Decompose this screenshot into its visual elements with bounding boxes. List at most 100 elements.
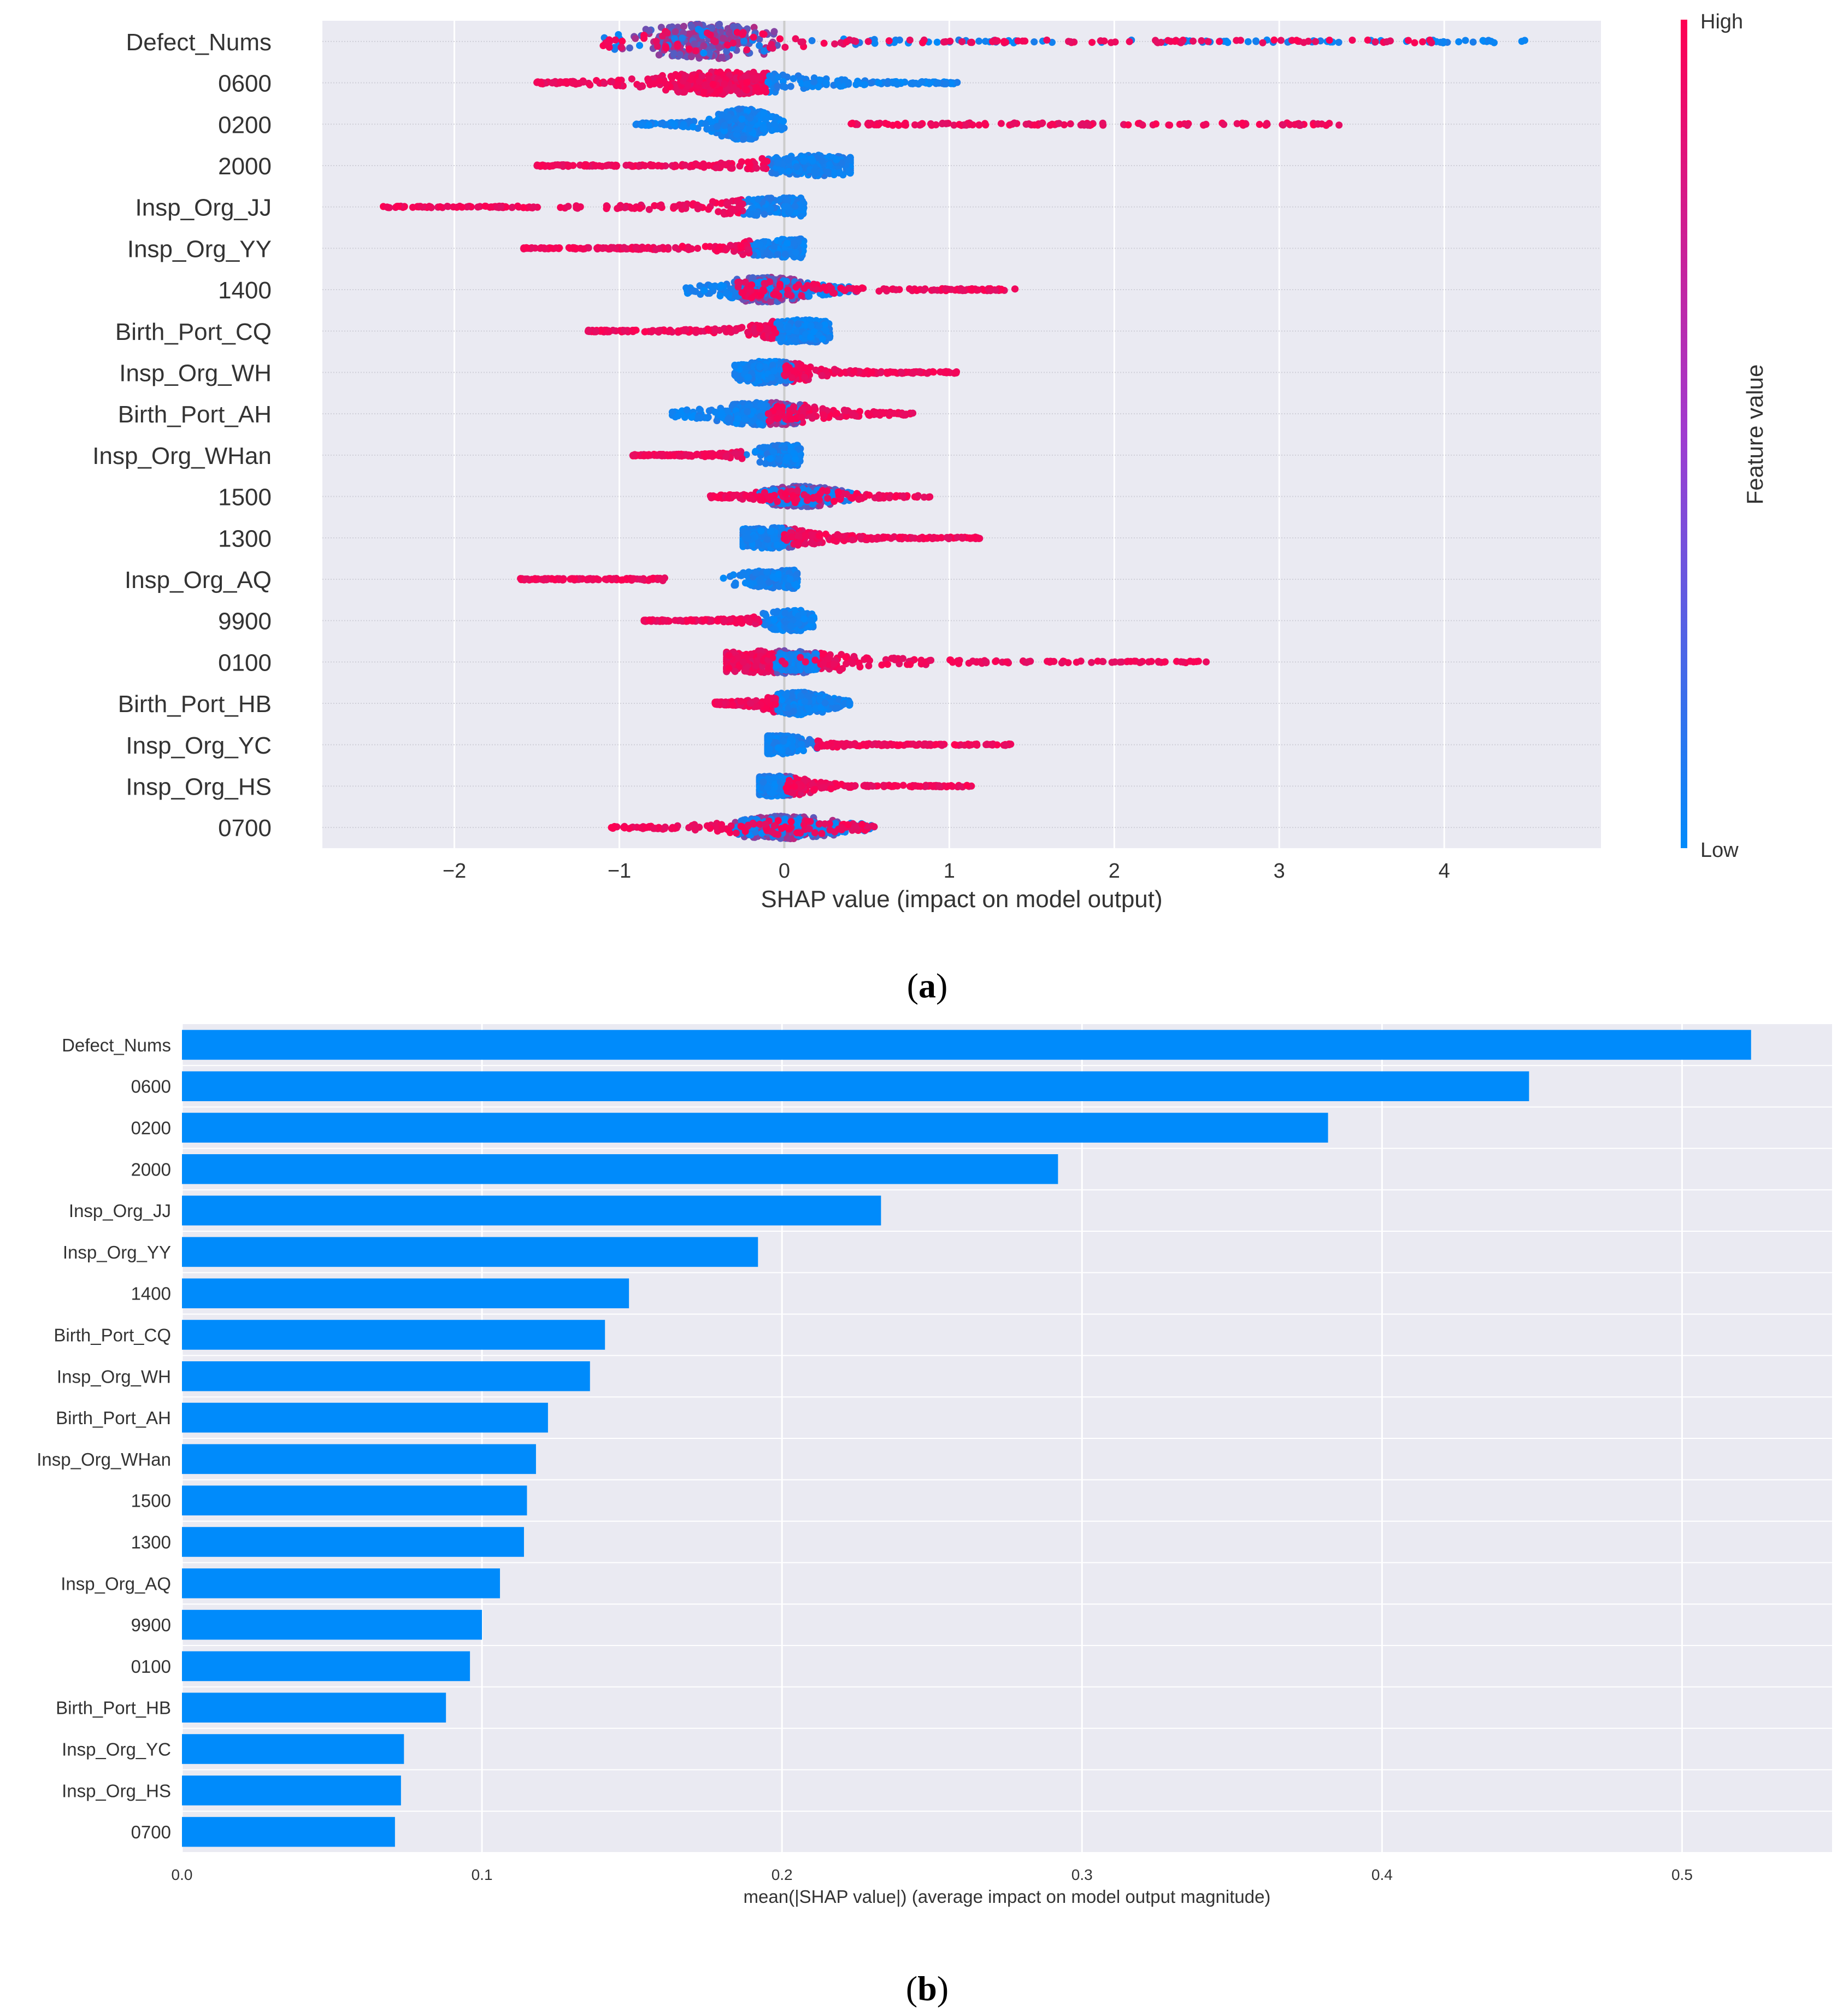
beeswarm-point [718, 410, 725, 418]
beeswarm-point [686, 45, 693, 52]
beeswarm-point [554, 161, 561, 168]
beeswarm-point [719, 111, 726, 119]
beeswarm-point [668, 74, 675, 81]
beeswarm-point [705, 205, 712, 213]
beeswarm-point [797, 38, 804, 45]
beeswarm-point [981, 120, 988, 127]
beeswarm-point [656, 77, 663, 84]
beeswarm-point [1031, 121, 1038, 128]
beeswarm-point [734, 126, 741, 133]
beeswarm-point [603, 205, 610, 212]
beeswarm-point [672, 162, 679, 169]
beeswarm-point [793, 163, 800, 171]
beeswarm-point [913, 287, 920, 294]
beeswarm-point [729, 207, 736, 214]
beeswarm-point [737, 243, 744, 250]
beeswarm-point [743, 46, 750, 54]
beeswarm-point [1088, 39, 1096, 46]
beeswarm-point [919, 39, 926, 46]
beeswarm-point [715, 208, 722, 215]
beeswarm-point [726, 415, 733, 422]
beeswarm-point [773, 114, 780, 121]
beeswarm-point [770, 367, 778, 374]
beeswarm-point [637, 205, 644, 212]
beeswarm-point [649, 327, 656, 334]
beeswarm-point [1166, 122, 1173, 129]
beeswarm-point [732, 372, 739, 379]
beeswarm-point [927, 120, 934, 127]
beeswarm-point [632, 35, 639, 42]
beeswarm-point [1455, 38, 1462, 45]
beeswarm-point [760, 164, 767, 172]
beeswarm-point [764, 249, 772, 256]
beeswarm-point [523, 244, 530, 251]
beeswarm-point [656, 51, 663, 58]
beeswarm-point [530, 203, 537, 210]
beeswarm-point [756, 363, 763, 371]
beeswarm-point [714, 123, 721, 130]
beeswarm-point [746, 211, 753, 218]
beeswarm-point [1312, 38, 1319, 45]
beeswarm-point [1009, 121, 1016, 128]
beeswarm-point [563, 79, 570, 86]
beeswarm-point [614, 81, 621, 88]
beeswarm-point [1043, 37, 1050, 44]
beeswarm-point [481, 203, 488, 210]
beeswarm-point [709, 81, 716, 88]
beeswarm-point [735, 105, 743, 113]
beeswarm-point [1023, 121, 1030, 128]
beeswarm-point [716, 292, 723, 299]
beeswarm-point [774, 83, 781, 90]
beeswarm-point [458, 204, 466, 211]
beeswarm-point [742, 72, 749, 79]
beeswarm-point [906, 285, 913, 292]
beeswarm-point [1411, 39, 1418, 46]
beeswarm-point [734, 415, 741, 422]
beeswarm-point [564, 203, 572, 210]
beeswarm-point [820, 284, 827, 291]
beeswarm-point [688, 53, 695, 60]
beeswarm-point [1293, 37, 1300, 44]
beeswarm-point [735, 203, 743, 210]
beeswarm-point [723, 290, 730, 297]
beeswarm-point [780, 117, 787, 125]
beeswarm-point [920, 287, 927, 294]
beeswarm-point [803, 81, 810, 88]
beeswarm-point [1277, 37, 1285, 44]
beeswarm-point [1126, 38, 1133, 45]
beeswarm-point [744, 374, 751, 381]
beeswarm-point [585, 327, 592, 334]
beeswarm-point [781, 44, 788, 51]
beeswarm-point [1179, 38, 1186, 45]
beeswarm-point [684, 407, 691, 414]
beeswarm-point [682, 162, 689, 169]
beeswarm-point [581, 161, 588, 168]
beeswarm-point [716, 21, 723, 28]
beeswarm-point [791, 367, 798, 374]
beeswarm-point [1224, 39, 1231, 46]
beeswarm-point [934, 39, 941, 46]
beeswarm-point [1488, 38, 1495, 45]
beeswarm-point [948, 286, 955, 293]
beeswarm-point [893, 81, 900, 88]
beeswarm-point [712, 409, 719, 416]
beeswarm-point [776, 321, 784, 328]
beeswarm-point [843, 38, 850, 45]
beeswarm-point [426, 203, 433, 210]
beeswarm-point [571, 244, 578, 251]
beeswarm-point [659, 120, 666, 127]
beeswarm-point [640, 32, 647, 39]
beeswarm-plot-area [322, 21, 1601, 848]
beeswarm-point [729, 39, 737, 46]
beeswarm-point [762, 85, 769, 92]
beeswarm-point [1183, 122, 1191, 129]
beeswarm-point [770, 291, 777, 298]
beeswarm-point [821, 40, 828, 47]
beeswarm-point [711, 325, 719, 332]
beeswarm-point [641, 162, 649, 169]
beeswarm-point [875, 121, 882, 128]
beeswarm-point [1326, 120, 1333, 127]
beeswarm-point [720, 35, 727, 42]
beeswarm-point [850, 368, 857, 375]
beeswarm-point [892, 286, 899, 293]
